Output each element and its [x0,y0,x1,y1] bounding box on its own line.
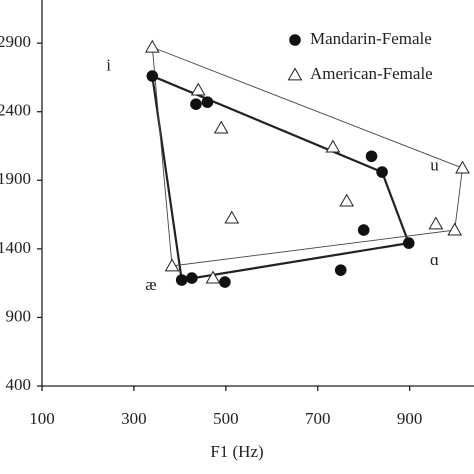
point [190,82,206,96]
x-tick-label: 700 [305,409,331,428]
point [428,216,444,230]
legend-marker [289,34,301,46]
point [325,139,341,153]
point [357,224,370,236]
x-tick-label: 500 [213,409,239,428]
y-tick-label: 900 [6,306,32,325]
point [146,70,159,82]
vowel-label: æ [145,275,156,294]
y-tick-label: 1400 [0,238,31,257]
x-tick-label: 300 [121,409,147,428]
vowel-label: i [106,55,111,74]
point [164,258,180,272]
point [224,210,240,224]
legend-label: American-Female [310,64,433,83]
point [213,120,229,134]
vowel-label: u [430,155,439,174]
vowel-label: ɑ [430,250,439,269]
legend-marker [287,67,303,81]
point [205,270,221,284]
point [186,272,198,284]
y-tick-label: 1900 [0,169,31,188]
legend-label: Mandarin-Female [310,29,432,48]
point [402,237,415,249]
point [175,274,188,286]
point [447,222,463,236]
point [334,264,347,276]
y-tick-label: 2400 [0,101,31,120]
point [190,98,202,110]
point [455,160,470,174]
point [365,150,378,163]
point [144,39,160,53]
x-tick-label: 900 [397,409,423,428]
x-axis-label: F1 (Hz) [210,442,263,461]
point [219,276,231,288]
x-tick-label: 100 [29,409,55,428]
point [339,193,355,207]
point [376,166,388,178]
y-tick-label: 400 [6,375,32,394]
y-tick-label: 2900 [0,32,31,51]
point [201,96,214,108]
